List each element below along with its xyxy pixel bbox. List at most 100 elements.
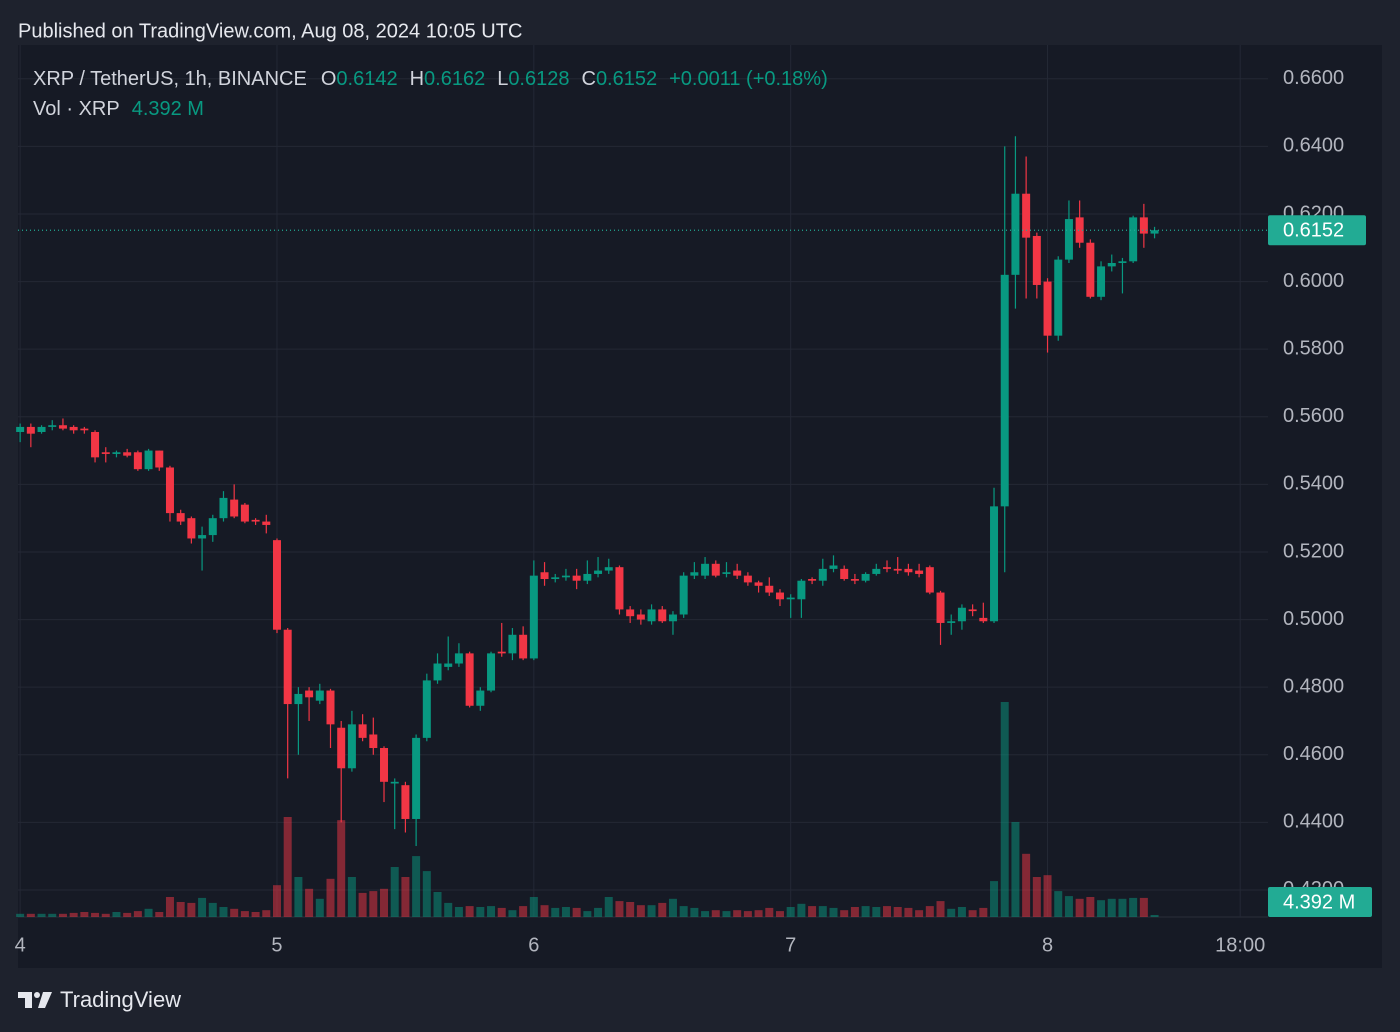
- candle-body: [754, 582, 763, 586]
- last-price-label: 0.6152: [1283, 219, 1344, 241]
- candle-body: [487, 653, 496, 691]
- candle-body: [294, 693, 303, 705]
- volume-bar: [133, 911, 142, 917]
- y-tick-label: 0.4600: [1283, 743, 1344, 765]
- volume-bar: [743, 911, 752, 917]
- volume-bar: [615, 901, 624, 917]
- candle-body: [861, 573, 870, 581]
- tradingview-logo: [18, 992, 52, 1008]
- candle-body: [626, 609, 635, 617]
- candle-body: [272, 540, 281, 630]
- volume-bar: [26, 913, 35, 917]
- ohlc-value: 0.6162: [424, 68, 485, 90]
- last-price-box: [1268, 215, 1366, 246]
- volume-readout: 4.392 M: [132, 98, 204, 120]
- candle-body: [1054, 259, 1063, 336]
- volume-bar: [1054, 891, 1063, 917]
- candle-body: [733, 570, 742, 576]
- candle-body: [872, 568, 881, 574]
- candle-body: [380, 748, 389, 782]
- volume-bar: [390, 867, 399, 917]
- volume-title: Vol · XRP: [33, 98, 120, 120]
- candle-body: [444, 663, 453, 667]
- candle-body: [636, 614, 645, 620]
- volume-bar: [1043, 875, 1052, 917]
- volume-bar: [519, 906, 528, 917]
- brand-name: TradingView: [60, 987, 181, 1012]
- candle-body: [561, 575, 570, 578]
- candle-body: [711, 563, 720, 576]
- candle-body: [123, 452, 132, 456]
- volume-bar: [380, 888, 389, 917]
- ohlc-letter: H: [410, 68, 424, 90]
- candle-body: [915, 570, 924, 574]
- volume-bar: [230, 908, 239, 917]
- candle-body: [101, 452, 110, 454]
- volume-bar: [679, 906, 688, 917]
- volume-bar: [808, 906, 817, 917]
- volume-bar: [797, 903, 806, 917]
- ohlc-letter: C: [581, 68, 595, 90]
- volume-bar: [1075, 898, 1084, 917]
- volume-bar: [722, 911, 731, 917]
- candle-body: [925, 567, 934, 593]
- volume-bar: [358, 892, 367, 917]
- volume-bar: [1032, 877, 1041, 917]
- candle-body: [48, 425, 57, 427]
- volume-bar: [208, 902, 217, 917]
- volume-bar: [1118, 898, 1127, 917]
- volume-bar: [176, 902, 185, 917]
- candle-body: [358, 724, 367, 738]
- volume-bar: [636, 905, 645, 917]
- candle-body: [765, 585, 774, 593]
- volume-bar: [337, 820, 346, 917]
- volume-bar: [412, 856, 421, 917]
- candle-body: [797, 580, 806, 600]
- volume-bar: [883, 906, 892, 917]
- candle-body: [326, 690, 335, 725]
- y-tick-label: 0.4800: [1283, 675, 1344, 697]
- volume-bar: [925, 906, 934, 917]
- candle-body: [668, 614, 677, 622]
- volume-bar: [123, 912, 132, 917]
- candle-body: [1000, 274, 1009, 507]
- volume-bar: [401, 877, 410, 917]
- volume-bar: [497, 907, 506, 917]
- volume-bar: [187, 902, 196, 917]
- volume-bar: [990, 881, 999, 917]
- volume-bar: [1139, 897, 1148, 917]
- volume-bar: [1129, 897, 1138, 917]
- volume-bar: [315, 898, 324, 917]
- ohlc-letter: L: [497, 68, 508, 90]
- volume-bar: [979, 907, 988, 917]
- candle-body: [240, 504, 249, 522]
- candle-body: [508, 634, 517, 654]
- candle-body: [1150, 230, 1159, 234]
- volume-bar: [294, 877, 303, 917]
- volume-bar: [240, 911, 249, 917]
- symbol-name: XRP / TetherUS, 1h, BINANCE: [33, 68, 307, 90]
- volume-bar: [251, 912, 260, 917]
- candle-body: [1064, 219, 1073, 260]
- candle-body: [604, 567, 613, 571]
- candle-body: [818, 568, 827, 581]
- candle-body: [883, 567, 892, 569]
- y-tick-label: 0.6400: [1283, 135, 1344, 157]
- volume-bar: [165, 897, 174, 917]
- volume-bar: [369, 891, 378, 917]
- candle-body: [829, 565, 838, 569]
- candle-body: [808, 579, 817, 581]
- candle-body: [305, 690, 314, 698]
- volume-bar: [647, 905, 656, 917]
- volume-bar: [112, 912, 121, 917]
- candle-body: [1118, 261, 1127, 263]
- volume-bar: [604, 897, 613, 917]
- volume-bar: [936, 901, 945, 917]
- candle-body: [979, 617, 988, 622]
- candle-body: [219, 497, 228, 519]
- x-tick-label: 8: [1042, 934, 1053, 956]
- volume-bar: [16, 913, 25, 917]
- candle-body: [315, 690, 324, 701]
- candle-body: [583, 573, 592, 581]
- candle-body: [37, 426, 46, 432]
